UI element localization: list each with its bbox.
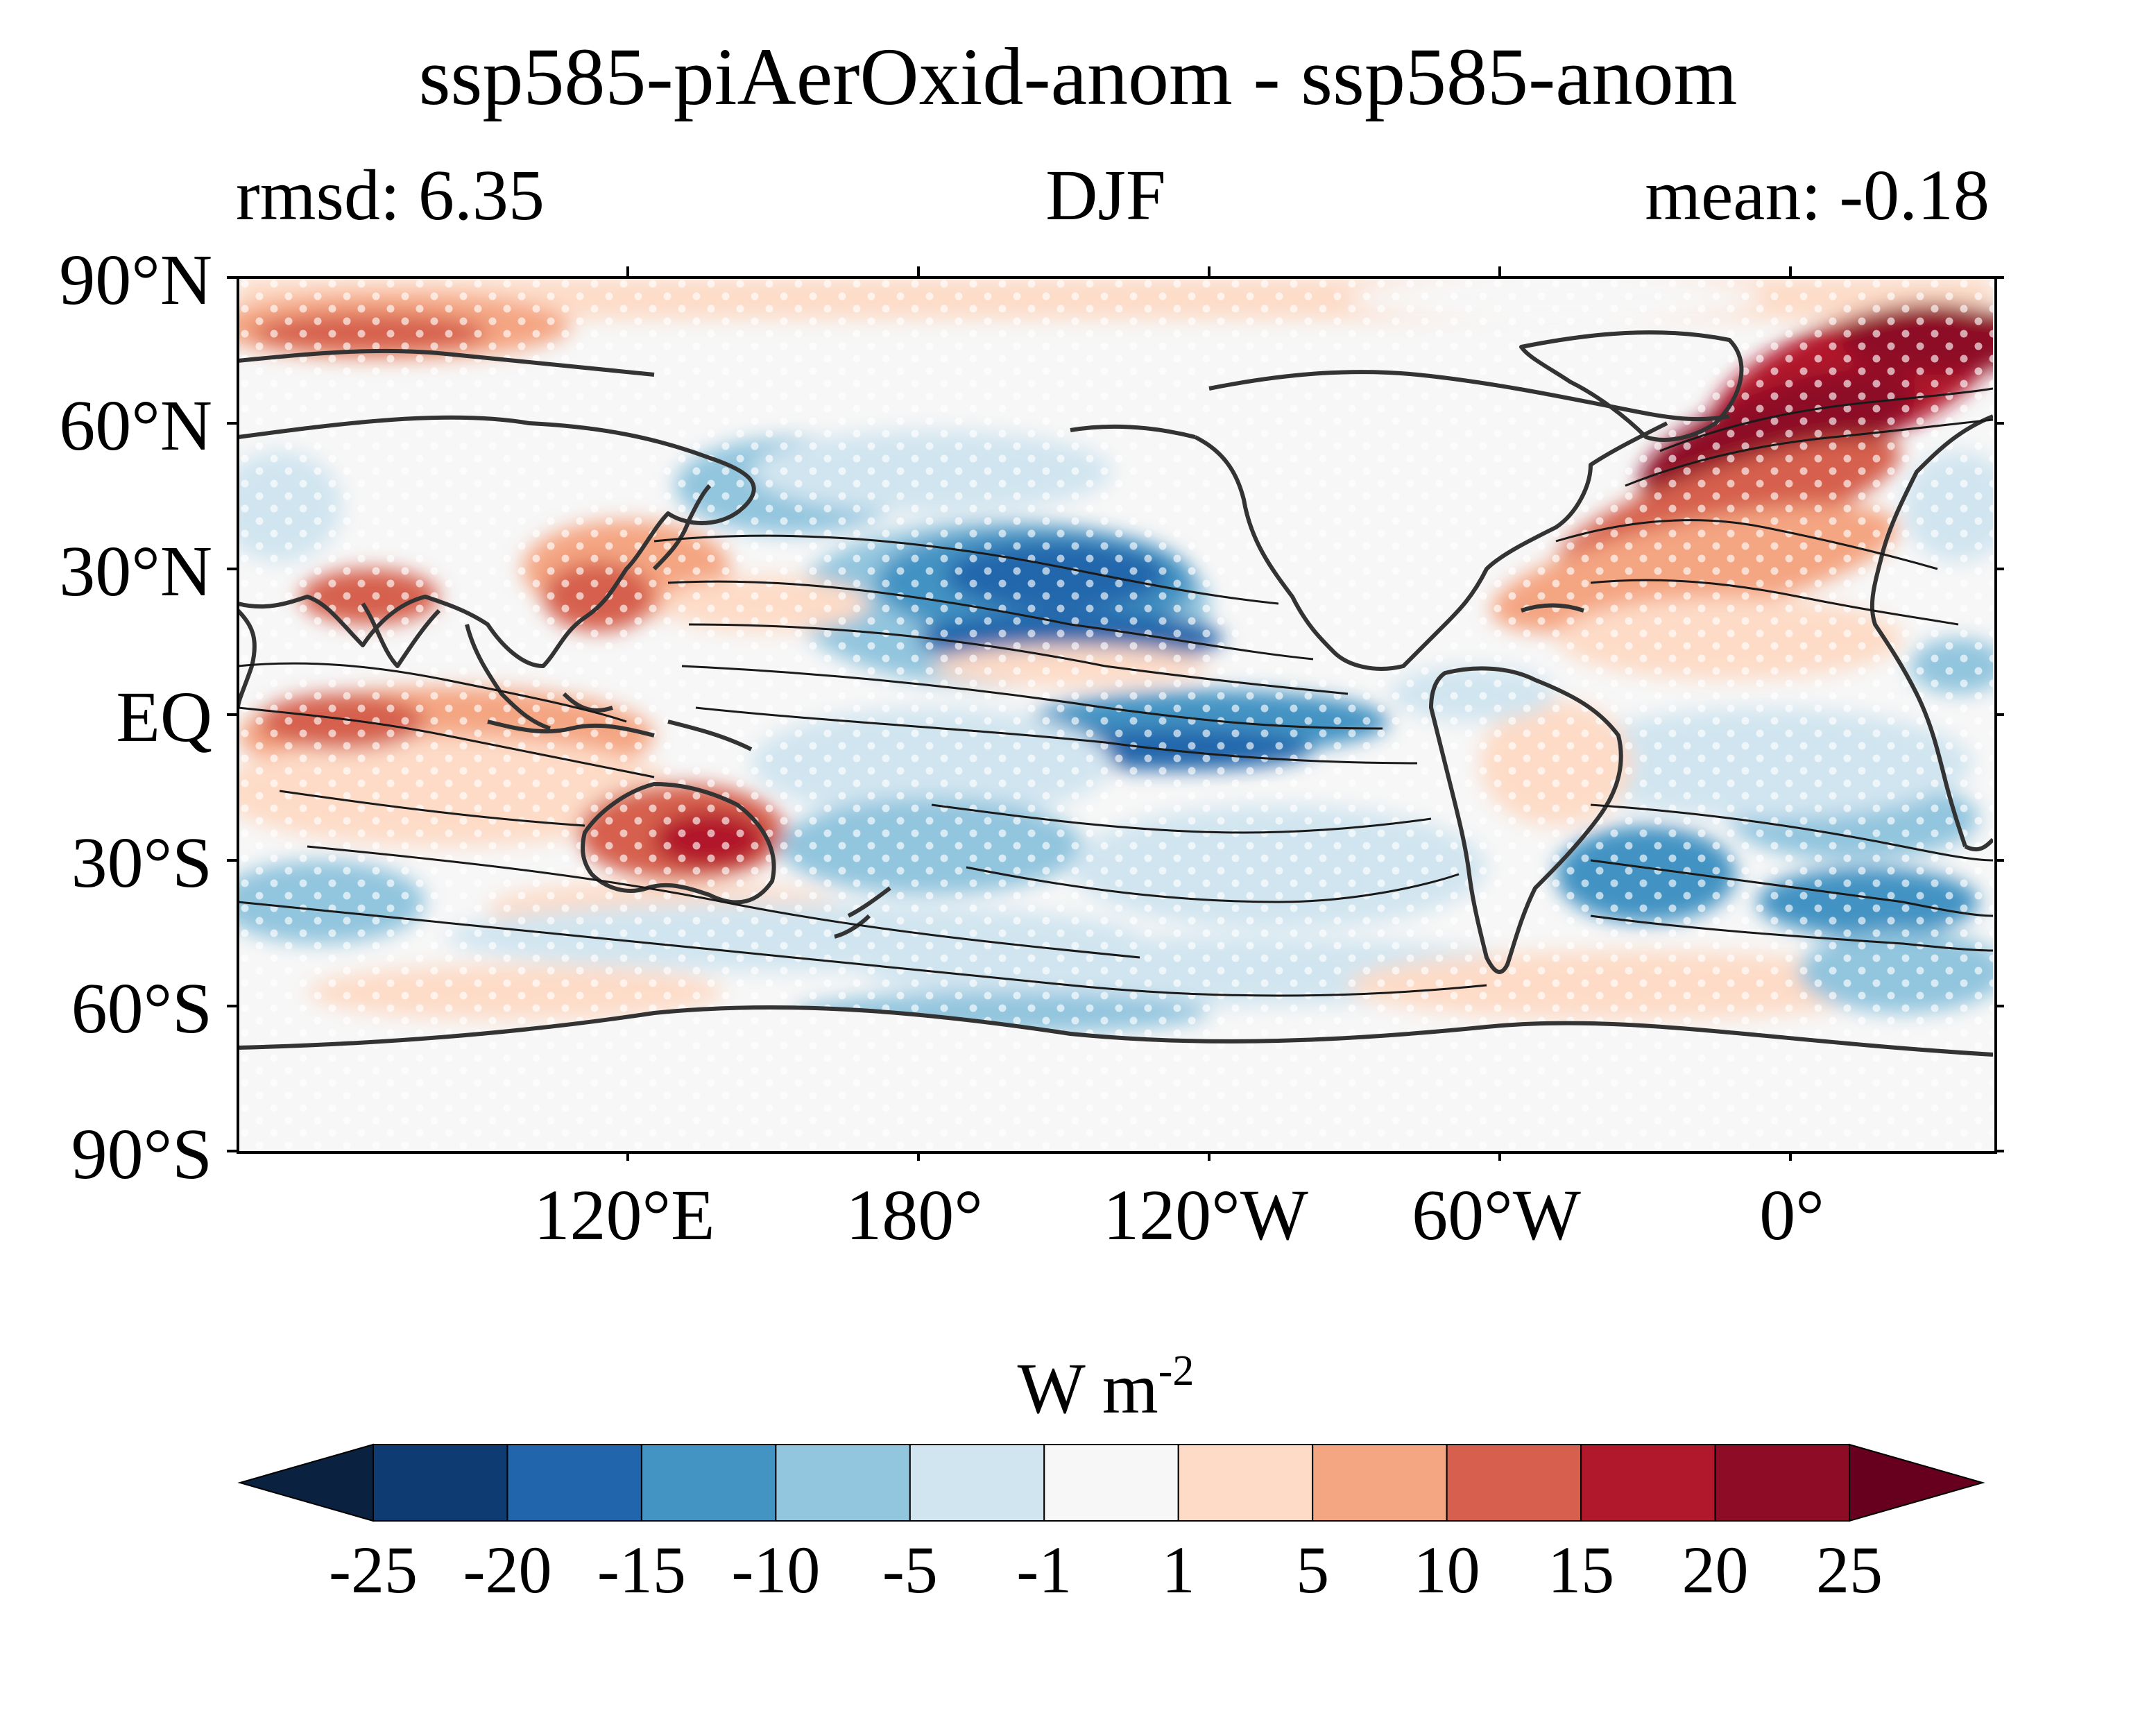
colorbar-tick-label: 15: [1548, 1533, 1615, 1607]
figure-title: ssp585-piAerOxid-anom - ssp585-anom: [418, 31, 1738, 122]
colorbar-tick-label: -10: [731, 1533, 821, 1607]
colorbar-extend-high: [1849, 1443, 1985, 1522]
colorbar-box: [506, 1444, 642, 1522]
colorbar-tick-label: 1: [1161, 1533, 1195, 1607]
colorbar-unit: W m-2: [1017, 1347, 1195, 1429]
colorbar-tick-label: 10: [1413, 1533, 1480, 1607]
colorbar-box: [909, 1444, 1045, 1522]
colorbar-extend-low: [237, 1443, 374, 1522]
colorbar-box: [775, 1444, 911, 1522]
colorbar-box: [1580, 1444, 1716, 1522]
colorbar-tick-label: -15: [597, 1533, 686, 1607]
colorbar-tick-label: -25: [329, 1533, 418, 1607]
lon-label-180: 180°: [846, 1175, 983, 1255]
rmsd-label: rmsd: 6.35: [236, 155, 545, 235]
season-label: DJF: [1045, 155, 1166, 235]
lon-label-0: 0°: [1759, 1175, 1824, 1255]
colorbar-box: [1177, 1444, 1314, 1522]
colorbar-box: [640, 1444, 777, 1522]
colorbar-box: [1714, 1444, 1850, 1522]
lat-label-eq: EQ: [116, 677, 212, 757]
colorbar-tick-label: 5: [1296, 1533, 1330, 1607]
colorbar-box: [1446, 1444, 1582, 1522]
colorbar-tick-label: -5: [882, 1533, 938, 1607]
lat-label-60s: 60°S: [71, 969, 212, 1048]
lon-label-120w: 120°W: [1103, 1175, 1308, 1255]
colorbar-tick-label: -1: [1016, 1533, 1072, 1607]
lat-label-60n: 60°N: [59, 386, 212, 466]
colorbar: [237, 1443, 1985, 1522]
anomaly-map: [238, 278, 1993, 1150]
lat-label-30n: 30°N: [59, 531, 212, 611]
map-panel: [238, 278, 1993, 1150]
lon-label-60w: 60°W: [1412, 1175, 1581, 1255]
lat-label-90n: 90°N: [59, 240, 212, 320]
colorbar-tick-label: 20: [1682, 1533, 1749, 1607]
colorbar-box: [373, 1444, 508, 1522]
lat-label-90s: 90°S: [71, 1114, 212, 1194]
colorbar-box: [1043, 1444, 1179, 1522]
colorbar-box: [1312, 1444, 1448, 1522]
lat-label-30s: 30°S: [71, 823, 212, 903]
colorbar-tick-label: -20: [463, 1533, 552, 1607]
lon-label-120e: 120°E: [533, 1175, 715, 1255]
mean-label: mean: -0.18: [1645, 155, 1990, 235]
colorbar-tick-label: 25: [1816, 1533, 1883, 1607]
